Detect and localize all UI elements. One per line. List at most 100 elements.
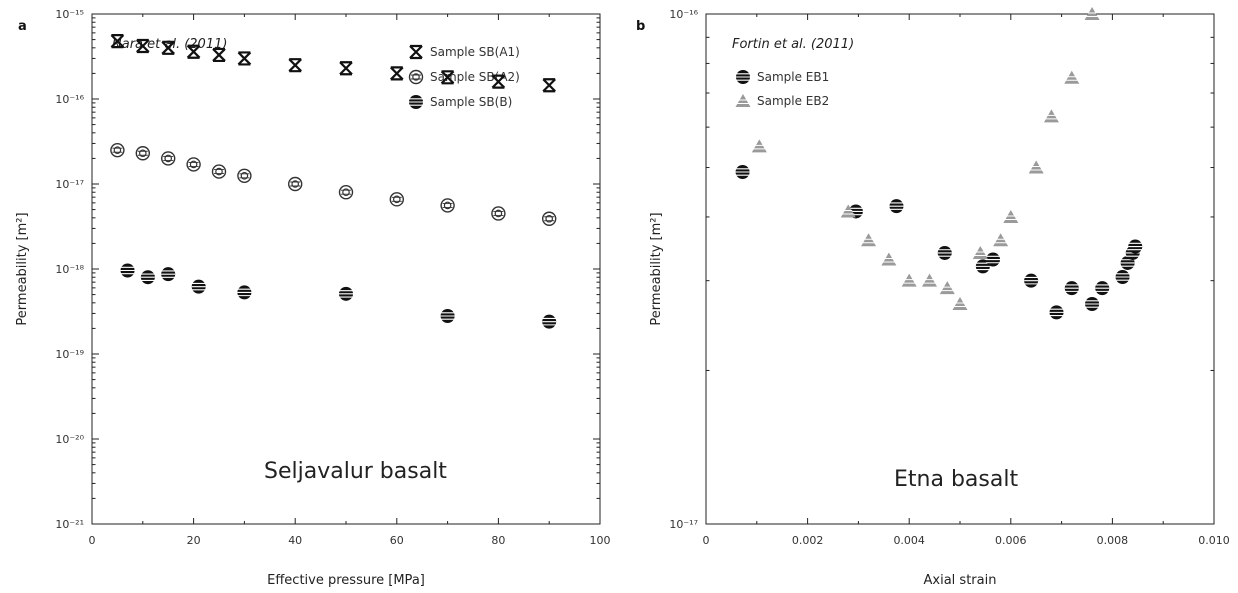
b-series-0-point-7-stripes (1049, 308, 1064, 317)
a-series-1-point-9-hatch (442, 202, 453, 208)
x-tick-label-2: 0.004 (893, 534, 925, 547)
a-series-0-point-4-shape (212, 47, 226, 63)
a-series-1-point-9 (440, 198, 455, 213)
panel-a-annotation: Seljavalur basalt (264, 459, 447, 484)
a-series-1-point-8-hatch (391, 196, 402, 202)
a-series-2-point-4 (237, 285, 252, 300)
b-series-0-point-9 (1085, 297, 1100, 312)
a-series-0-point-7 (339, 61, 353, 76)
y-tick-label-0: 10⁻²¹ (55, 518, 84, 531)
b-series-1-point-2-stripes (862, 238, 875, 244)
b-series-0-point-5 (986, 252, 1001, 267)
a-series-1-point-4 (211, 164, 227, 179)
b-series-0-point-8 (1064, 281, 1079, 296)
a-series-1-point-1-hatch (137, 150, 148, 156)
b-legend-label-1: Sample EB2 (757, 94, 829, 108)
a-series-0-point-11 (542, 78, 556, 93)
panel-b-ylabel: Permeability [m²] (649, 212, 664, 325)
a-series-2-point-5-stripes (339, 290, 353, 298)
a-series-1-point-6-inner (291, 180, 300, 188)
a-legend-marker-1 (408, 69, 424, 85)
a-legend-marker-2-stripes (409, 98, 423, 106)
a-series-2-point-4-stripes (237, 288, 252, 297)
a-series-0-point-0 (110, 33, 125, 49)
b-series-1-point-0 (751, 139, 767, 153)
a-series-0-point-5 (237, 51, 252, 66)
b-series-0-point-5-stripes (986, 255, 1001, 264)
x-tick-label-1: 0.002 (792, 534, 824, 547)
y-tick-label-1: 10⁻²⁰ (55, 433, 84, 446)
a-series-1-point-1-inner (139, 149, 147, 158)
a-series-1-point-2 (160, 151, 176, 166)
b-series-0-point-3 (937, 245, 952, 260)
b-series-1-point-8-stripes (974, 251, 987, 256)
a-series-0-point-2 (161, 40, 175, 55)
a-series-1-point-9-outer (440, 198, 455, 213)
panel-b-xlabel: Axial strain (924, 573, 997, 588)
a-series-1-point-11-outer (542, 211, 557, 226)
a-series-1-point-4-outer (211, 164, 227, 179)
panel-b-ticks: 0 0.002 0.004 0.006 0.008 0.010 10⁻¹⁷ 10⁻¹⁶ (669, 8, 1229, 547)
a-series-1-point-2-inner (164, 154, 172, 163)
b-series-1-point-6-stripes (941, 286, 954, 292)
a-series-0-point-5-shape (237, 51, 252, 66)
a-legend-marker-1-outer (408, 69, 424, 85)
a-series-2-point-5 (339, 286, 353, 301)
a-series-0-point-11-shape (542, 78, 556, 93)
x-tick-label-0: 0 (703, 534, 710, 547)
a-series-1-point-0-outer (110, 142, 125, 158)
y-tick-label-0: 10⁻¹⁷ (669, 518, 698, 531)
b-legend-marker-0-stripes (736, 73, 750, 81)
x-tick-label-0: 0 (89, 534, 96, 547)
b-series-1-point-13 (1064, 70, 1080, 84)
a-series-2-point-3 (191, 279, 206, 294)
panel-a-marks (110, 33, 557, 329)
a-series-1-point-7-inner (342, 188, 350, 197)
b-series-1-point-8 (972, 245, 988, 259)
b-series-1-point-0-stripes (753, 144, 766, 150)
a-series-0-point-8 (390, 66, 404, 81)
b-series-0-point-3-stripes (937, 249, 952, 257)
a-series-1-point-5 (237, 168, 252, 183)
b-series-1-point-14 (1084, 7, 1100, 20)
panel-b-frame (705, 13, 1215, 525)
a-series-0-point-2-shape (161, 40, 175, 55)
y-tick-label-5: 10⁻¹⁶ (55, 93, 84, 106)
a-series-1-point-6 (288, 176, 303, 192)
b-series-1-point-6 (939, 281, 955, 295)
x-tick-label-5: 100 (590, 534, 611, 547)
a-series-1-point-5-inner (240, 171, 249, 180)
panel-b-letter: b (636, 19, 645, 34)
a-series-0-point-6-shape (288, 58, 302, 73)
a-series-0-point-7-shape (339, 61, 353, 76)
b-series-1-point-10-stripes (1004, 215, 1017, 220)
b-legend-marker-1 (735, 94, 751, 107)
a-series-1-point-10-outer (491, 206, 506, 221)
a-legend-marker-1-hatch (411, 74, 421, 80)
a-series-1-point-0 (110, 142, 125, 158)
x-tick-label-2: 40 (288, 534, 302, 547)
a-series-1-point-3-inner (189, 160, 198, 169)
b-series-1-point-4-stripes (903, 279, 916, 284)
a-series-1-point-11 (542, 211, 557, 226)
b-series-0-point-2-stripes (889, 202, 904, 210)
a-series-1-point-4-hatch (214, 169, 224, 175)
a-series-0-point-0-shape (110, 33, 125, 49)
y-tick-label-6: 10⁻¹⁵ (55, 8, 84, 21)
a-series-2-point-2-stripes (161, 270, 176, 278)
a-legend-label-2: Sample SB(B) (430, 95, 512, 109)
panel-a-ylabel: Permeability [m²] (15, 212, 30, 325)
b-series-1-point-4 (901, 273, 917, 287)
panel-b-annotation: Etna basalt (894, 467, 1018, 492)
b-series-1-point-13-stripes (1065, 76, 1078, 81)
b-series-0-point-11 (1115, 270, 1130, 285)
a-series-2-point-6-stripes (440, 312, 455, 320)
x-tick-label-3: 60 (390, 534, 404, 547)
a-series-2-point-0-stripes (120, 266, 135, 275)
a-series-2-point-6 (440, 308, 455, 323)
panel-a-ticks: 0 20 40 60 80 100 10⁻²¹ 10⁻²⁰ 10⁻¹⁹ 10⁻¹⁸ 10⁻¹⁷ 10⁻… (55, 8, 610, 547)
x-tick-label-4: 80 (491, 534, 505, 547)
b-series-0-point-11-stripes (1115, 273, 1130, 281)
a-series-1-point-10-hatch (493, 211, 504, 216)
a-series-2-point-1 (140, 270, 155, 285)
